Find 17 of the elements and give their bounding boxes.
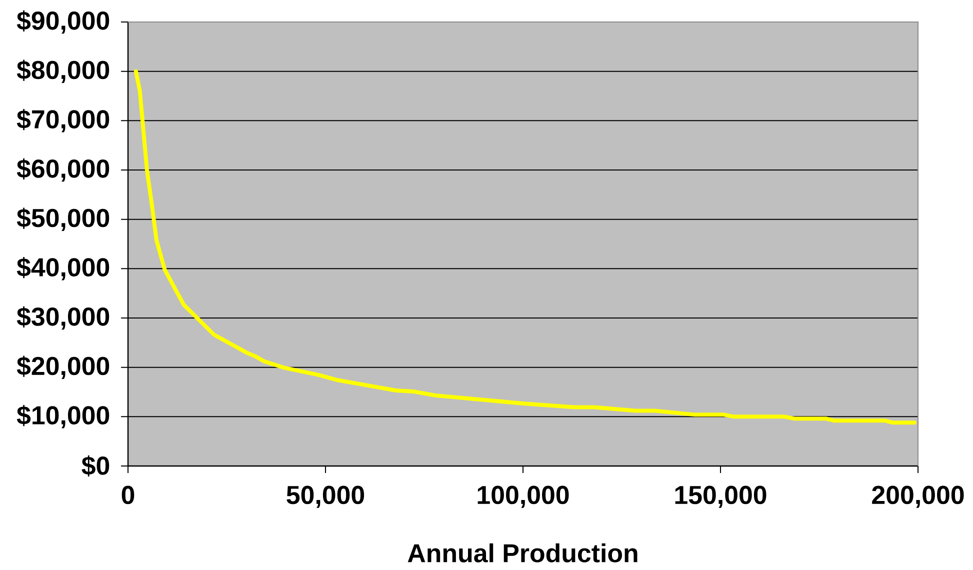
x-tick-label: 100,000 xyxy=(478,486,569,508)
y-tick-label: $80,000 xyxy=(16,60,110,83)
y-tick-label: $0 xyxy=(82,455,110,477)
y-tick-label: $70,000 xyxy=(16,109,110,132)
x-tick-label: 200,000 xyxy=(872,486,964,508)
x-axis-title: Annual Production xyxy=(408,543,638,562)
x-tick-label: 50,000 xyxy=(286,486,364,508)
y-tick-label: $20,000 xyxy=(16,356,110,379)
x-tick-label: 150,000 xyxy=(675,486,766,508)
y-tick-label: $40,000 xyxy=(16,257,110,280)
y-tick-label: $90,000 xyxy=(16,10,110,34)
y-tick-label: $10,000 xyxy=(16,405,110,428)
x-tick-label: 0 xyxy=(122,486,134,504)
y-tick-label: $50,000 xyxy=(16,208,110,231)
line-series xyxy=(134,69,916,425)
y-tick-label: $60,000 xyxy=(16,158,110,182)
y-tick-label: $30,000 xyxy=(16,306,110,330)
